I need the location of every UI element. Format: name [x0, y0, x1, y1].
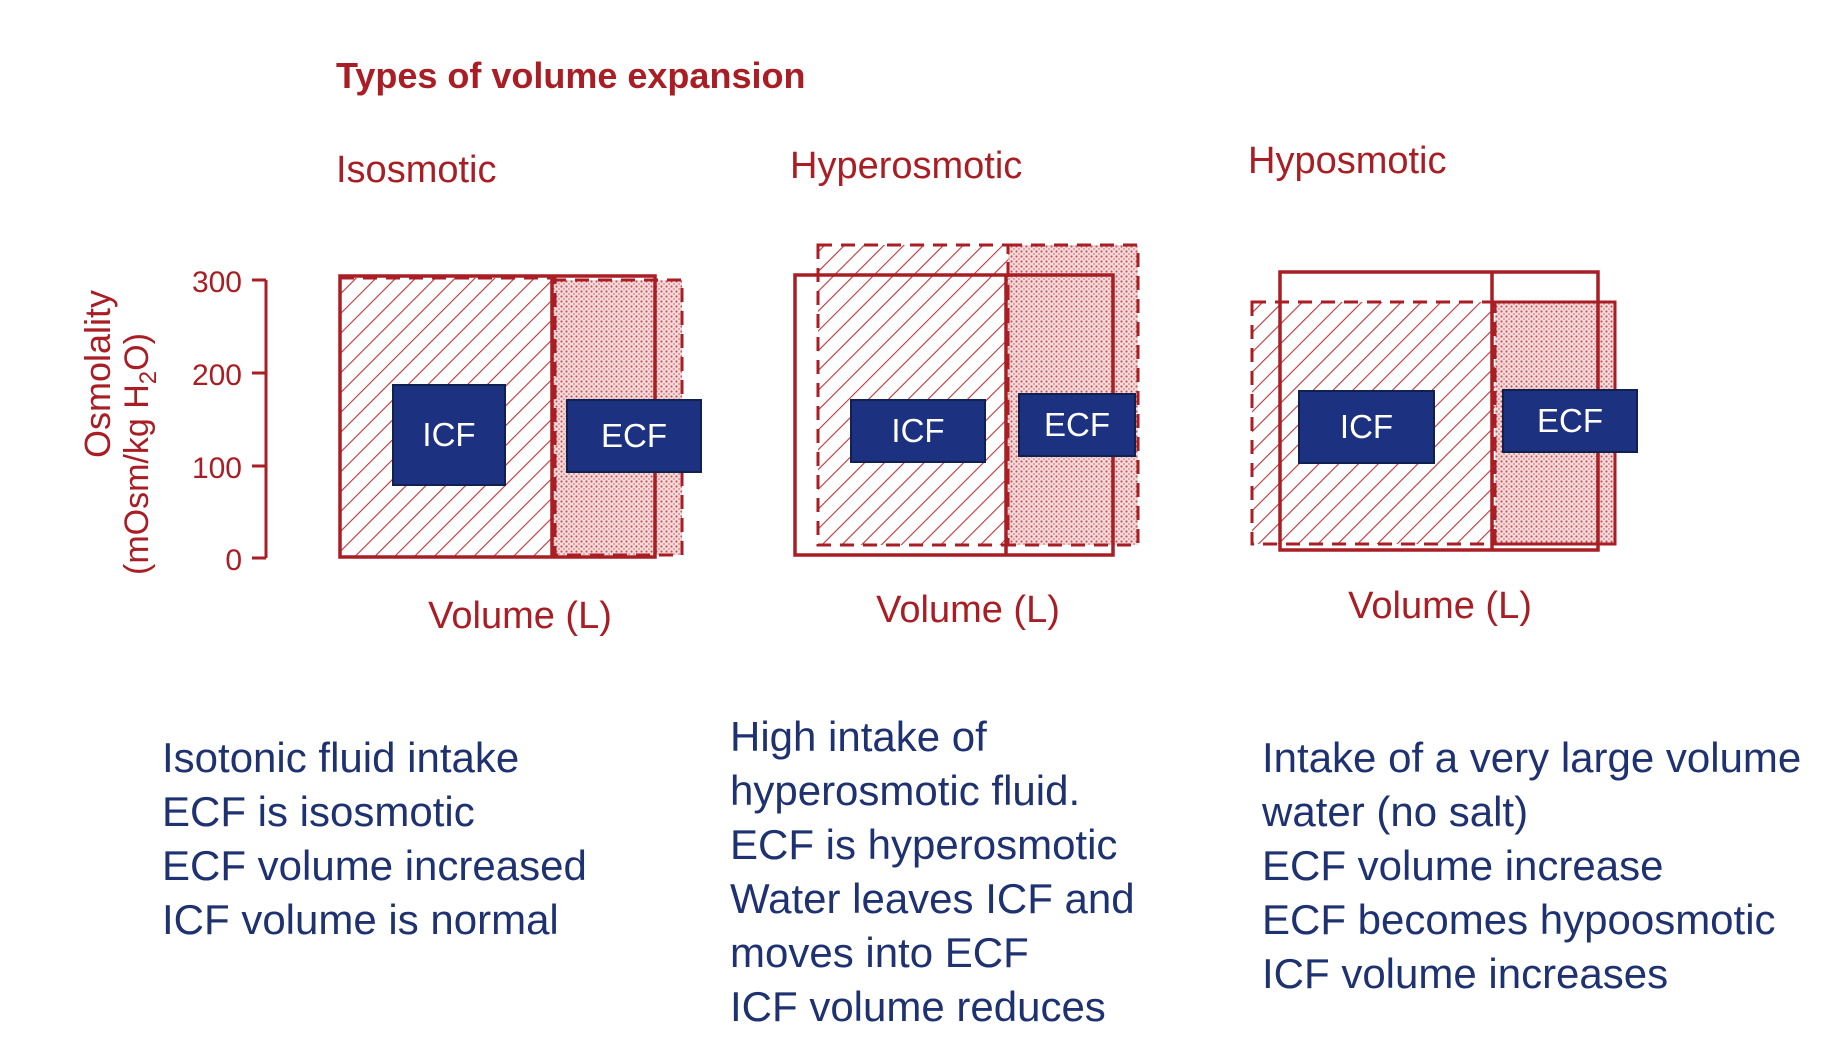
y-tick-label-100: 100 — [192, 452, 242, 485]
description-line: ECF volume increase — [1262, 842, 1664, 889]
description-line: ICF volume reduces — [730, 983, 1106, 1030]
y-axis-label-line2: (mOsm/kg H2O) — [118, 333, 162, 575]
hyperosmotic-icf-label: ICF — [850, 399, 986, 463]
description-line: Water leaves ICF and — [730, 875, 1135, 922]
hyperosmotic-ecf-label: ECF — [1018, 393, 1136, 457]
y-tick-label-300: 300 — [192, 266, 242, 299]
y-axis-label-line1: Osmolality — [77, 290, 118, 458]
y-axis-unit-main: (mOsm/kg H — [118, 384, 156, 575]
isosmotic-x-axis-label: Volume (L) — [428, 595, 612, 637]
description-line: ECF becomes hypoosmotic — [1262, 896, 1776, 943]
isosmotic-description: Isotonic fluid intake ECF is isosmotic E… — [162, 731, 587, 947]
hyposmotic-ecf-label: ECF — [1502, 389, 1638, 453]
hyperosmotic-x-axis-label: Volume (L) — [876, 589, 1060, 631]
panel-title-hyposmotic: Hyposmotic — [1248, 140, 1447, 182]
figure-title: Types of volume expansion — [336, 55, 805, 96]
description-line: Isotonic fluid intake — [162, 734, 520, 781]
hyposmotic-x-axis-label: Volume (L) — [1348, 585, 1532, 627]
y-tick-label-200: 200 — [192, 359, 242, 392]
description-line: moves into ECF — [730, 929, 1029, 976]
y-axis-unit-tail: O) — [118, 333, 156, 371]
panel-title-hyperosmotic: Hyperosmotic — [790, 145, 1022, 187]
hyperosmotic-icf-area — [818, 245, 1008, 545]
isosmotic-ecf-label: ECF — [566, 399, 702, 473]
description-line: ECF volume increased — [162, 842, 587, 889]
panel-title-isosmotic: Isosmotic — [336, 149, 496, 191]
y-tick-label-0: 0 — [225, 544, 242, 577]
description-line: ICF volume is normal — [162, 896, 559, 943]
hyperosmotic-icf-dashed-outline — [816, 243, 1010, 547]
hyperosmotic-description: High intake of hyperosmotic fluid. ECF i… — [730, 710, 1135, 1034]
description-line: water (no salt) — [1262, 788, 1529, 835]
isosmotic-icf-label: ICF — [392, 384, 506, 486]
description-line: Intake of a very large volume — [1262, 734, 1802, 781]
description-line: ECF is hyperosmotic — [730, 821, 1118, 868]
y-axis-unit-subscript: 2 — [135, 371, 162, 384]
description-line: hyperosmotic fluid. — [730, 767, 1081, 814]
hyposmotic-description: Intake of a very large volume water (no … — [1262, 731, 1801, 1001]
hyposmotic-icf-label: ICF — [1298, 390, 1435, 464]
description-line: High intake of — [730, 713, 987, 760]
description-line: ECF is isosmotic — [162, 788, 475, 835]
y-axis-label: Osmolality — [77, 290, 118, 458]
description-line: ICF volume increases — [1262, 950, 1669, 997]
